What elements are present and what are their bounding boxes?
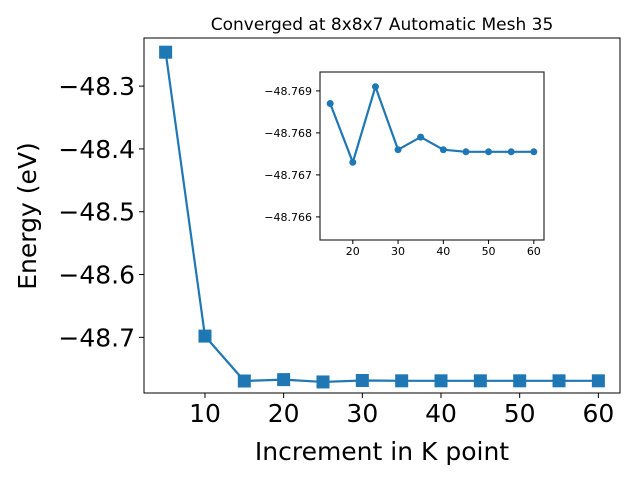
main-y-tick-label: −48.7 [58,323,135,352]
main-y-tick-label: −48.4 [58,135,135,164]
inset-plot-frame [319,71,545,241]
main-x-tick-label: 20 [268,399,300,428]
inset-x-tick-label: 40 [436,245,450,258]
main-data-point [198,329,212,343]
main-series-line [164,52,599,384]
main-data-point [473,374,487,388]
inset-y-tick-label: −48.769 [264,85,312,98]
main-data-point [434,374,448,388]
inset-y-tick-label: −48.766 [264,211,312,224]
main-x-tick-label: 30 [346,399,378,428]
inset-y-tick-label: −48.768 [264,127,312,140]
inset-x-tick-label: 20 [346,245,360,258]
inset-x-ticks: 20 30 40 50 60 [346,240,541,258]
inset-y-tick-label: −48.767 [264,169,312,182]
main-data-point [395,374,409,388]
inset-data-point [507,148,515,156]
inset-background [320,72,544,240]
inset-y-ticks: −48.766 −48.767 −48.768 −48.769 [264,85,320,224]
main-series [159,45,605,389]
inset-x-tick-label: 30 [391,245,405,258]
main-y-tick-label: −48.3 [58,72,135,101]
inset-data-point [485,148,493,156]
main-data-point [277,373,291,387]
main-plot-frame [143,37,621,394]
x-axis-label: Increment in K point [255,437,509,466]
main-y-tick-label: −48.5 [58,198,135,227]
inset-x-tick-label: 50 [482,245,496,258]
main-data-point [159,45,173,59]
main-x-ticks: 10 20 30 40 50 60 [189,393,614,428]
main-x-tick-label: 40 [425,399,457,428]
inset-data-point [462,148,470,156]
inset-chart: 20 30 40 50 60 −48.766 −48.767 −48.768 −48.769 [264,71,545,258]
main-data-point [552,374,566,388]
main-data-point [316,375,330,389]
main-x-tick-label: 60 [582,399,614,428]
main-chart: 10 20 30 40 50 60 −48.7 −48.6 −48.5 −48.4 −48.3 C… [13,15,621,466]
inset-data-point [349,158,357,166]
inset-series [326,83,538,166]
inset-data-point [371,83,379,91]
main-y-ticks: −48.7 −48.6 −48.5 −48.4 −48.3 [58,72,144,352]
inset-data-point [439,146,447,154]
main-data-point [355,374,369,388]
main-x-tick-label: 10 [189,399,221,428]
main-x-tick-label: 50 [504,399,536,428]
y-axis-label: Energy (eV) [13,142,42,289]
inset-data-point [394,146,402,154]
inset-data-point [326,100,334,107]
main-data-point [591,374,605,388]
main-y-tick-label: −48.6 [58,261,135,290]
inset-x-tick-label: 60 [527,245,541,258]
main-data-point [513,374,527,388]
inset-data-point [417,133,425,141]
chart-title: Converged at 8x8x7 Automatic Mesh 35 [211,15,554,35]
inset-data-point [530,148,538,156]
main-data-point [237,374,251,388]
inset-series-line [329,85,534,164]
